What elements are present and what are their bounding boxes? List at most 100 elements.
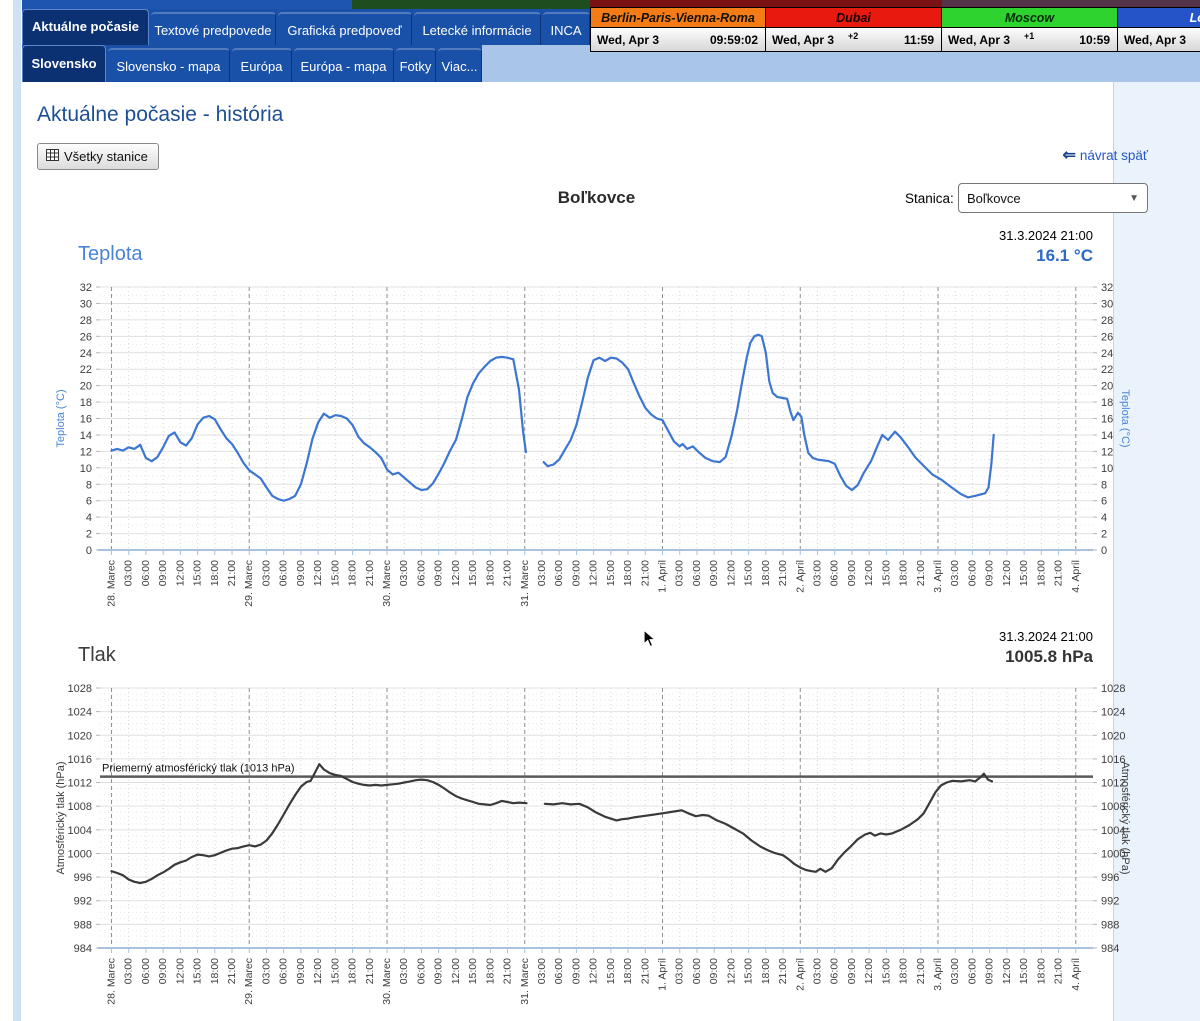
svg-text:0: 0: [86, 545, 92, 557]
svg-text:21:00: 21:00: [639, 560, 651, 586]
svg-text:12: 12: [80, 446, 92, 458]
svg-text:12:00: 12:00: [725, 958, 737, 984]
svg-text:12:00: 12:00: [174, 560, 186, 586]
clock-utc-offset: +1: [1024, 30, 1035, 41]
svg-text:16: 16: [1101, 414, 1113, 426]
svg-text:26: 26: [1101, 331, 1113, 343]
top-strip-dark-purple: [942, 0, 1200, 9]
svg-text:06:00: 06:00: [691, 958, 703, 984]
svg-text:06:00: 06:00: [278, 560, 290, 586]
tab-inca[interactable]: INCA: [543, 12, 590, 45]
svg-text:18: 18: [80, 397, 92, 409]
pressure-ylabel-right: Atmosférický tlak (hPa): [1119, 761, 1131, 874]
svg-text:28: 28: [1101, 315, 1113, 327]
mouse-cursor: [643, 628, 661, 654]
clock-city-header: Berlin-Paris-Vienna-Roma: [591, 8, 765, 28]
back-arrow-icon: ⇐: [1062, 147, 1076, 164]
svg-text:21:00: 21:00: [364, 560, 376, 586]
svg-text:18:00: 18:00: [622, 958, 634, 984]
tab-grafick-predpove[interactable]: Grafická predpoveď: [278, 12, 412, 45]
svg-text:12:00: 12:00: [588, 560, 600, 586]
svg-text:3. Apríl: 3. Apríl: [932, 560, 944, 593]
mean-pressure-reference-label: Priemerný atmosférický tlak (1013 hPa): [102, 763, 295, 775]
svg-text:15:00: 15:00: [605, 560, 617, 586]
svg-text:1024: 1024: [68, 707, 92, 719]
svg-text:1008: 1008: [1101, 801, 1125, 813]
svg-text:15:00: 15:00: [880, 560, 892, 586]
svg-text:09:00: 09:00: [846, 560, 858, 586]
svg-text:1004: 1004: [68, 825, 92, 837]
tab-textov-predpovede[interactable]: Textové predpovede: [151, 12, 276, 45]
svg-text:21:00: 21:00: [364, 958, 376, 984]
svg-text:12:00: 12:00: [863, 958, 875, 984]
chevron-down-icon: ▼: [1129, 192, 1139, 204]
svg-text:21:00: 21:00: [777, 958, 789, 984]
all-stations-button[interactable]: Všetky stanice: [37, 143, 159, 170]
svg-text:1. Apríl: 1. Apríl: [657, 560, 669, 593]
tab-aktu-lne-po-asie[interactable]: Aktuálne počasie: [22, 9, 149, 45]
station-select[interactable]: Boľkovce ▼: [958, 183, 1148, 213]
svg-text:06:00: 06:00: [140, 560, 152, 586]
clock-time: 11:59: [903, 32, 934, 47]
tab-eur-pa[interactable]: Európa: [232, 48, 292, 82]
svg-text:18:00: 18:00: [209, 958, 221, 984]
svg-text:12:00: 12:00: [1001, 560, 1013, 586]
tab-eur-pa-mapa[interactable]: Európa - mapa: [294, 48, 394, 82]
svg-text:15:00: 15:00: [743, 560, 755, 586]
svg-text:18:00: 18:00: [760, 560, 772, 586]
svg-text:30. Marec: 30. Marec: [381, 958, 393, 1005]
svg-text:20: 20: [1101, 381, 1113, 393]
svg-text:15:00: 15:00: [192, 958, 204, 984]
tab-fotky[interactable]: Fotky: [396, 48, 436, 82]
svg-text:14: 14: [80, 430, 92, 442]
tab-viac[interactable]: Viac...: [438, 48, 482, 82]
svg-text:8: 8: [1101, 479, 1107, 491]
x-axis-ticks: [110, 948, 1077, 953]
svg-text:18:00: 18:00: [1035, 958, 1047, 984]
svg-text:31. Marec: 31. Marec: [519, 560, 531, 607]
clock-time-row: Wed, Apr 3 +2 11:59: [766, 28, 941, 51]
svg-text:12:00: 12:00: [312, 560, 324, 586]
page-title: Aktuálne počasie - história: [37, 103, 284, 126]
svg-text:03:00: 03:00: [398, 958, 410, 984]
tab-slovensko-mapa[interactable]: Slovensko - mapa: [108, 48, 230, 82]
svg-text:21:00: 21:00: [777, 560, 789, 586]
svg-text:20: 20: [80, 381, 92, 393]
svg-text:2. Apríl: 2. Apríl: [794, 958, 806, 991]
svg-text:18: 18: [1101, 397, 1113, 409]
tab-slovensko[interactable]: Slovensko: [22, 45, 106, 82]
svg-text:26: 26: [80, 331, 92, 343]
svg-text:32: 32: [1101, 282, 1113, 294]
svg-text:12:00: 12:00: [174, 958, 186, 984]
svg-text:09:00: 09:00: [157, 958, 169, 984]
tab-leteck-inform-cie[interactable]: Letecké informácie: [414, 12, 541, 45]
pressure-current-value: 1005.8 hPa: [1005, 647, 1093, 666]
temperature-current-value: 16.1 °C: [1036, 246, 1093, 265]
svg-text:18:00: 18:00: [484, 958, 496, 984]
svg-text:06:00: 06:00: [829, 958, 841, 984]
svg-text:12:00: 12:00: [450, 958, 462, 984]
svg-text:996: 996: [74, 872, 92, 884]
table-grid-icon: [46, 149, 59, 164]
x-axis-date-labels: 28. Marec 03:00 06:00 09:00 12:00 15:00 18:00 2…: [105, 560, 1081, 607]
svg-text:03:00: 03:00: [949, 958, 961, 984]
clock-city-header: Moscow: [942, 8, 1117, 28]
svg-text:988: 988: [74, 919, 92, 931]
back-link[interactable]: ⇐ návrat späť: [1062, 147, 1148, 164]
gridlines: [100, 687, 1093, 949]
svg-text:1020: 1020: [1101, 730, 1125, 742]
svg-text:21:00: 21:00: [915, 958, 927, 984]
svg-text:09:00: 09:00: [295, 958, 307, 984]
svg-text:06:00: 06:00: [415, 560, 427, 586]
svg-text:18:00: 18:00: [347, 958, 359, 984]
svg-text:1000: 1000: [68, 848, 92, 860]
svg-text:992: 992: [74, 896, 92, 908]
svg-text:24: 24: [1101, 348, 1113, 360]
svg-text:32: 32: [80, 282, 92, 294]
svg-text:21:00: 21:00: [1053, 560, 1065, 586]
svg-text:03:00: 03:00: [536, 560, 548, 586]
svg-text:06:00: 06:00: [829, 560, 841, 586]
svg-text:09:00: 09:00: [984, 958, 996, 984]
